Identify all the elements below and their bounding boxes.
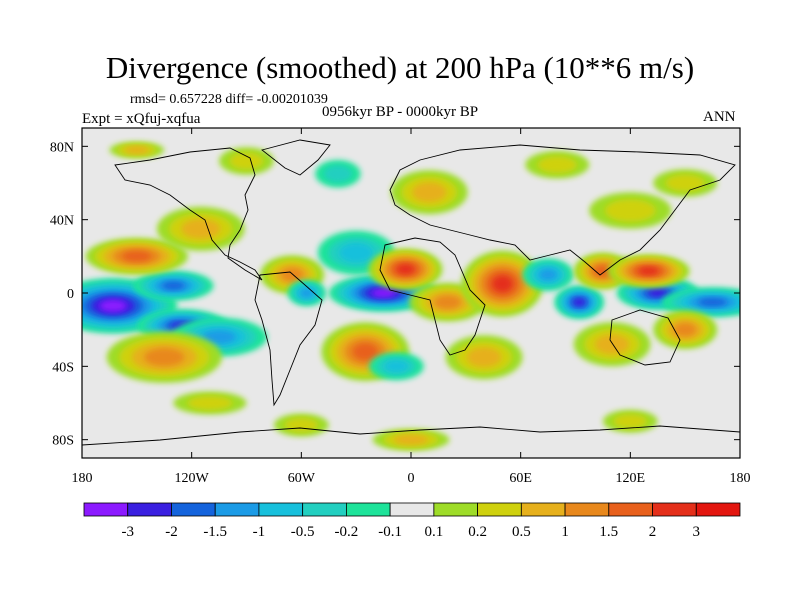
colorbar: -3 -2 -1.5 -1 -0.5 -0.2 -0.1 0.1 0.2 0.5 1 1.5 2 3 <box>83 502 741 540</box>
colorbar-box-8 <box>433 502 478 517</box>
colorbar-box-14 <box>695 502 741 517</box>
y-tick-label-3: 40S <box>52 360 74 375</box>
colorbar-box-11 <box>564 502 610 517</box>
colorbar-box-2 <box>171 502 216 517</box>
colorbar-label-13: 3 <box>693 524 701 540</box>
coastline-south-america <box>254 271 323 407</box>
x-axis: 180 120W 60W 0 60E 120E 180 <box>72 128 751 486</box>
colorbar-box-7 <box>389 502 435 517</box>
anomaly-30-level-1 <box>537 156 577 174</box>
anomaly-17-level-5 <box>573 298 586 307</box>
anomaly-7-level-3 <box>281 268 304 282</box>
anomaly-15-level-5 <box>492 275 513 292</box>
anomaly-34-level-2 <box>393 434 429 445</box>
experiment-label: Expt = xQfuj-xqfua <box>82 111 201 127</box>
anomaly-3-level-3 <box>202 330 236 344</box>
anomaly-5-level-3 <box>144 348 185 367</box>
coastline-greenland <box>261 139 331 176</box>
coastline-australia <box>609 309 681 366</box>
colorbar-box-10 <box>520 502 566 517</box>
period-label: 0956kyr BP - 0000kyr BP <box>322 104 479 120</box>
x-tick-label-0: 180 <box>72 471 93 486</box>
anomaly-14-level-3 <box>434 295 461 309</box>
colorbar-label-1: -2 <box>165 524 178 540</box>
coastline-africa <box>379 237 486 356</box>
colorbar-label-12: 2 <box>649 524 657 540</box>
colorbar-label-6: -0.1 <box>378 524 402 540</box>
season-label: ANN <box>703 109 736 125</box>
anomaly-32-level-1 <box>187 395 233 411</box>
coastline-eurasia <box>389 144 736 276</box>
anomaly-11-level-5 <box>396 264 415 275</box>
anomaly-6-level-2 <box>181 219 221 239</box>
anomaly-31-level-2 <box>124 146 149 154</box>
colorbar-label-2: -1.5 <box>203 524 227 540</box>
anomaly-24-level-2 <box>467 347 502 368</box>
x-tick-label-5: 120E <box>616 471 646 486</box>
anomaly-23-level-2 <box>595 334 630 355</box>
colorbar-label-11: 1.5 <box>599 524 618 540</box>
anomaly-28-level-1 <box>323 165 352 183</box>
anomaly-9-level-2 <box>339 242 374 263</box>
chart-title: Divergence (smoothed) at 200 hPa (10**6 … <box>105 50 695 85</box>
anomaly-4-level-4 <box>122 251 152 262</box>
anomaly-22-level-3 <box>674 323 697 337</box>
anomaly-20-level-5 <box>638 267 659 275</box>
coastlines <box>82 139 740 446</box>
colorbar-box-0 <box>83 502 129 517</box>
colorbar-label-9: 0.5 <box>512 524 531 540</box>
x-tick-label-4: 60E <box>509 471 532 486</box>
anomaly-2-level-4 <box>161 281 185 290</box>
colorbar-label-4: -0.5 <box>291 524 315 540</box>
stats-label: rmsd= 0.657228 diff= -0.00201039 <box>130 92 328 107</box>
colorbar-box-6 <box>345 502 391 517</box>
y-tick-label-4: 80S <box>52 434 74 449</box>
colorbar-box-3 <box>214 502 260 517</box>
colorbar-label-5: -0.2 <box>335 524 359 540</box>
anomaly-16-level-3 <box>539 269 557 281</box>
anomaly-21-level-4 <box>698 298 728 307</box>
anomaly-13-level-2 <box>384 360 409 373</box>
colorbar-box-13 <box>652 502 697 517</box>
x-tick-label-2: 60W <box>288 471 316 486</box>
y-tick-label-2: 0 <box>67 287 74 302</box>
colorbar-label-8: 0.2 <box>468 524 487 540</box>
anomaly-27-level-1 <box>229 152 264 170</box>
colorbar-box-9 <box>477 502 522 517</box>
anomaly-26-level-1 <box>665 174 705 192</box>
colorbar-box-5 <box>302 502 347 517</box>
anomaly-12-level-4 <box>352 343 378 361</box>
colorbar-label-7: 0.1 <box>424 524 443 540</box>
anomaly-25-level-1 <box>605 199 656 222</box>
anomaly-10-level-6 <box>372 289 396 297</box>
anomaly-29-level-2 <box>412 182 447 202</box>
anomaly-field <box>82 141 740 451</box>
colorbar-label-3: -1 <box>253 524 266 540</box>
colorbar-box-1 <box>127 502 172 517</box>
x-tick-label-6: 180 <box>730 471 751 486</box>
anomaly-35-level-1 <box>613 414 648 429</box>
anomaly-8-level-3 <box>300 288 314 298</box>
y-axis: 80N 40N 0 40S 80S <box>50 140 740 449</box>
x-tick-label-3: 0 <box>408 471 415 486</box>
anomaly-33-level-1 <box>284 417 319 433</box>
y-tick-label-0: 80N <box>50 140 74 155</box>
colorbar-label-10: 1 <box>561 524 569 540</box>
colorbar-box-12 <box>608 502 653 517</box>
colorbar-box-4 <box>258 502 304 517</box>
coastline-antarctica <box>82 425 740 446</box>
y-tick-label-1: 40N <box>50 214 74 229</box>
anomaly-19-level-5 <box>647 289 668 297</box>
coastline-north-america <box>114 147 263 281</box>
colorbar-label-0: -3 <box>121 524 134 540</box>
anomaly-0-level-6 <box>99 300 127 312</box>
x-tick-label-1: 120W <box>175 471 210 486</box>
